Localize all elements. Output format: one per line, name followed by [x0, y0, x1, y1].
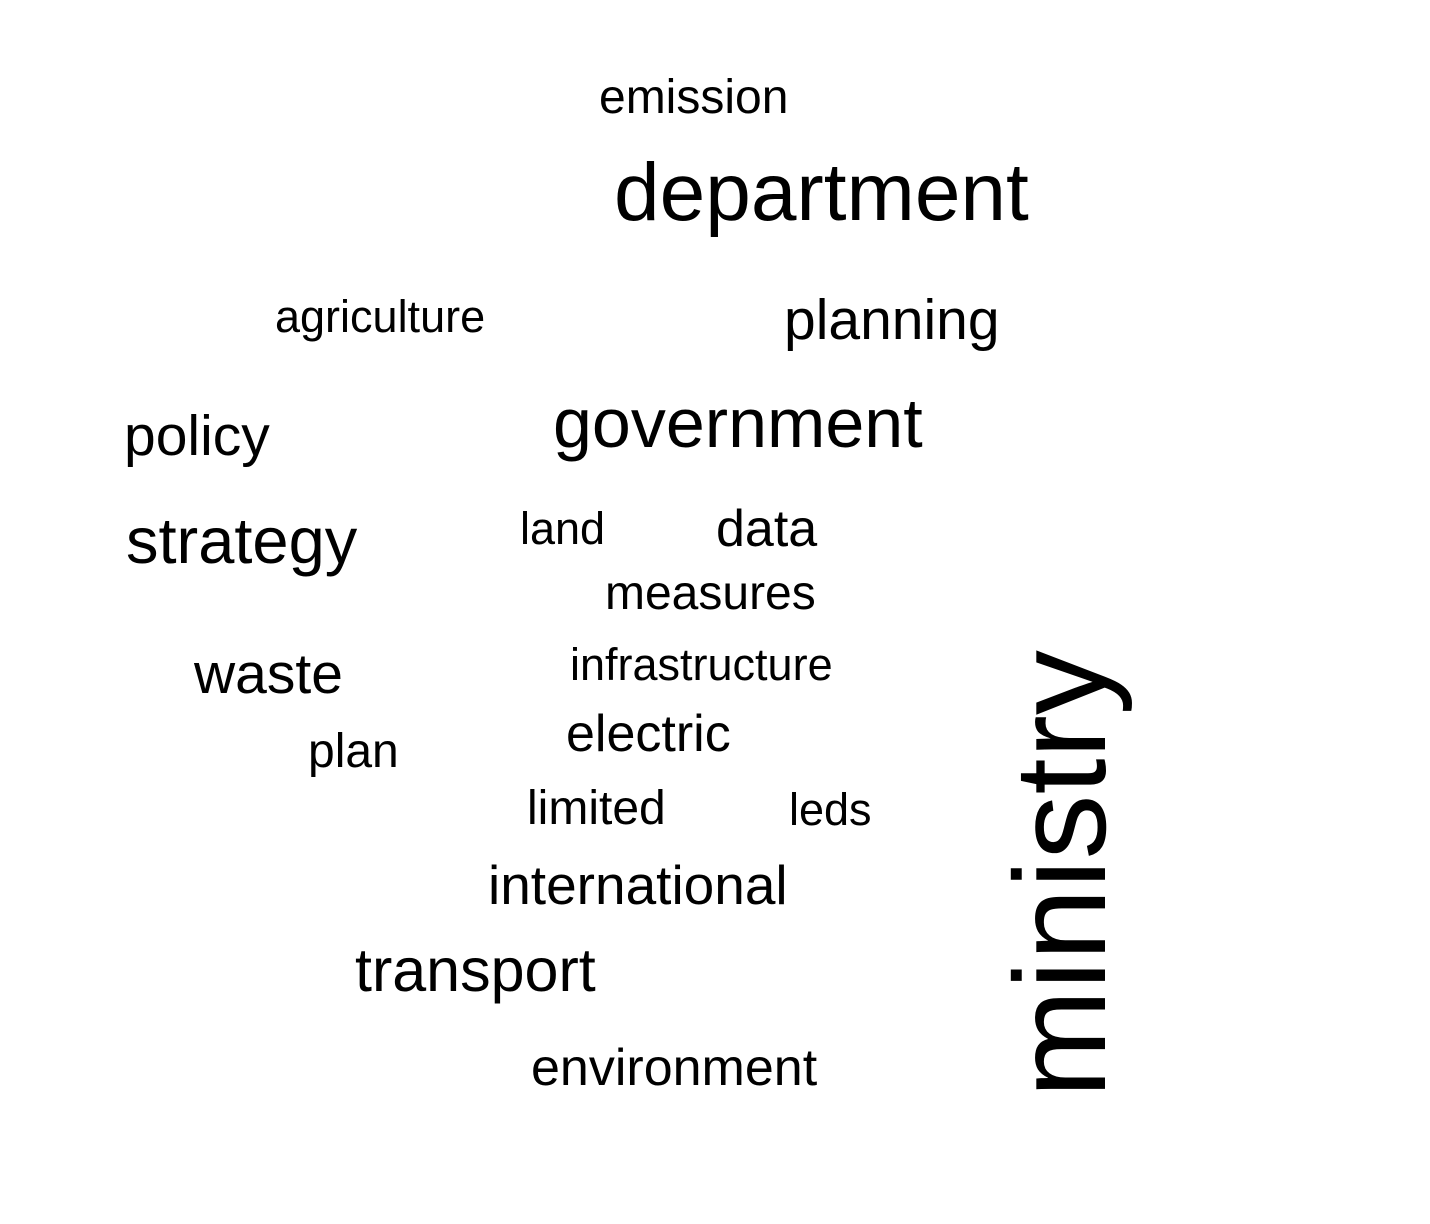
word-department: department: [614, 147, 1029, 238]
word-agriculture: agriculture: [275, 291, 486, 342]
word-government: government: [553, 384, 923, 462]
word-policy: policy: [124, 404, 270, 468]
word-plan: plan: [308, 725, 399, 778]
word-data: data: [716, 500, 818, 558]
word-leds: leds: [789, 784, 872, 835]
word-planning: planning: [784, 288, 1000, 352]
word-waste: waste: [194, 642, 343, 706]
word-ministry: ministry: [987, 650, 1133, 1098]
word-emission: emission: [599, 71, 789, 124]
word-international: international: [488, 854, 788, 916]
word-electric: electric: [566, 705, 731, 763]
word-environment: environment: [531, 1039, 818, 1097]
word-infrastructure: infrastructure: [570, 639, 833, 690]
word-limited: limited: [527, 782, 666, 835]
word-transport: transport: [355, 936, 596, 1004]
word-measures: measures: [605, 567, 816, 620]
word-land: land: [520, 503, 606, 554]
word-strategy: strategy: [126, 504, 358, 577]
